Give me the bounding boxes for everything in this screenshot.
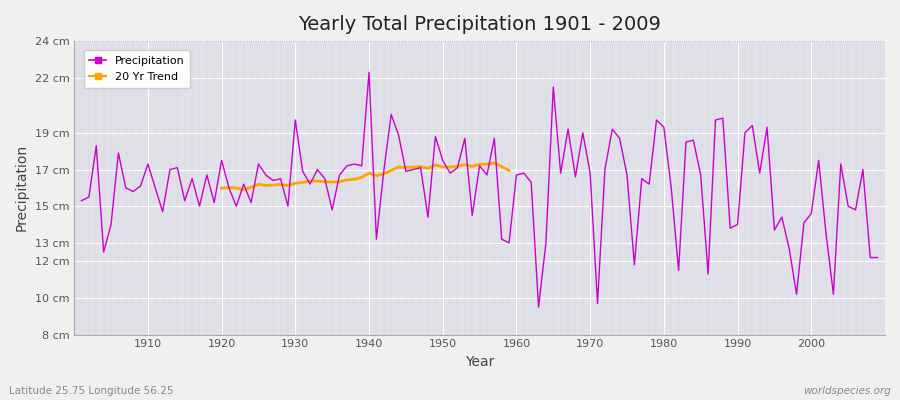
Y-axis label: Precipitation: Precipitation <box>15 144 29 232</box>
Text: worldspecies.org: worldspecies.org <box>803 386 891 396</box>
X-axis label: Year: Year <box>465 355 494 369</box>
Title: Yearly Total Precipitation 1901 - 2009: Yearly Total Precipitation 1901 - 2009 <box>298 15 661 34</box>
Text: Latitude 25.75 Longitude 56.25: Latitude 25.75 Longitude 56.25 <box>9 386 174 396</box>
Legend: Precipitation, 20 Yr Trend: Precipitation, 20 Yr Trend <box>84 50 190 88</box>
